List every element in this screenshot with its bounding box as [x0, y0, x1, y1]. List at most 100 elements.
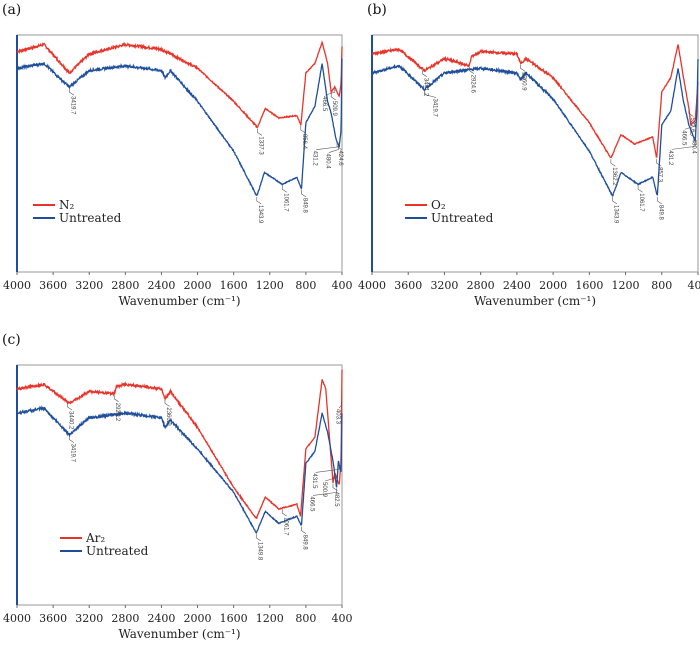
x-tick-label: 1200	[256, 612, 284, 625]
x-tick-label: 3200	[75, 612, 103, 625]
series-line-untreated	[16, 404, 343, 534]
peak-label: 431.2	[667, 150, 673, 166]
x-tick-label: 1600	[575, 279, 603, 292]
peak-label: 431.2	[312, 151, 318, 167]
peak-marker	[301, 189, 307, 198]
peak-label: 1337.3	[257, 136, 263, 155]
x-tick-label: 800	[295, 612, 316, 625]
panel-label: (b)	[367, 2, 387, 18]
x-tick-label: 4000	[3, 612, 31, 625]
x-tick-label: 1600	[220, 279, 248, 292]
peak-marker	[612, 197, 618, 205]
series-line-treated	[371, 44, 699, 159]
x-tick-label: 4000	[358, 279, 386, 292]
legend-label: Untreated	[431, 211, 494, 225]
panel-label: (a)	[2, 2, 21, 18]
peak-label: 1061.7	[282, 517, 288, 536]
x-tick-label: 2800	[111, 612, 139, 625]
legend-label: Untreated	[86, 544, 149, 558]
x-tick-label: 1200	[612, 279, 640, 292]
x-tick-label: 2800	[467, 279, 495, 292]
x-tick-label: 2400	[503, 279, 531, 292]
peak-label: 3440.2	[68, 411, 74, 430]
chart-panel-b: (b) 4000 3600 3200 2800 2400 2000 1600 1200 800 40…	[358, 2, 700, 308]
x-tick-label: 3600	[394, 279, 422, 292]
peak-label: 1349.8	[256, 542, 262, 561]
x-tick-label: 2000	[184, 279, 212, 292]
x-tick-label: 3200	[430, 279, 458, 292]
x-tick-label: 1200	[256, 279, 284, 292]
x-tick-label: 3200	[75, 279, 103, 292]
x-tick-label: 2400	[147, 612, 175, 625]
peak-label: 2360.9	[165, 407, 171, 426]
peak-marker	[637, 185, 643, 193]
peak-label: 3419.7	[432, 98, 438, 117]
peak-label: 3441.2	[423, 78, 429, 97]
peak-marker	[315, 465, 340, 473]
series-line-untreated	[371, 59, 699, 197]
peak-marker	[113, 394, 119, 403]
legend-label: Untreated	[59, 211, 122, 225]
peak-marker	[656, 196, 662, 205]
x-tick-label: 3600	[39, 612, 67, 625]
panel-label: (c)	[2, 332, 21, 348]
peak-marker	[67, 403, 73, 411]
peak-label: 849.8	[301, 535, 307, 551]
peak-label: 1061.7	[282, 193, 288, 212]
plot-frame	[371, 34, 699, 273]
series-line-untreated	[16, 58, 343, 197]
x-tick-label: 800	[295, 279, 316, 292]
peak-marker	[69, 88, 75, 96]
peak-label: 849.8	[657, 205, 663, 221]
chart-panel-a: (a) 4000 3600 3200 2800 2400 2000 1600 1200 800 40…	[2, 2, 353, 308]
x-axis-label: Wavenumber (cm⁻¹)	[118, 294, 240, 308]
peak-marker	[610, 159, 616, 167]
x-tick-label: 400	[332, 279, 353, 292]
peak-label: 1061.7	[638, 193, 644, 212]
peak-label: 849.8	[301, 198, 307, 214]
peak-label: 1362.2	[611, 167, 617, 186]
peak-marker	[336, 142, 342, 150]
peak-label: 466.5	[309, 496, 315, 512]
series-line-treated	[16, 40, 343, 129]
peak-marker	[656, 159, 662, 167]
peak-marker	[422, 69, 428, 78]
peak-marker	[469, 66, 475, 74]
peak-label: 2924.6	[469, 75, 475, 94]
x-tick-label: 2800	[111, 279, 139, 292]
peak-label: 480.4	[324, 154, 330, 170]
peak-label: 3419.7	[69, 444, 75, 463]
chart-panel-c: (c) 4000 3600 3200 2800 2400 2000 1600 1200 800 40…	[2, 332, 353, 641]
x-tick-label: 400	[688, 279, 700, 292]
peak-marker	[255, 533, 261, 542]
legend-label: Ar₂	[85, 531, 105, 545]
peak-marker	[300, 125, 306, 134]
x-tick-label: 4000	[3, 279, 31, 292]
peak-label: 466.5	[321, 96, 327, 112]
peak-marker	[316, 142, 341, 150]
peak-marker	[164, 399, 170, 407]
peak-marker	[256, 197, 262, 205]
peak-label: 527.6	[689, 117, 695, 133]
peak-label: 509.9	[331, 101, 337, 117]
peak-label: 403.3	[335, 409, 341, 425]
peak-marker	[330, 92, 336, 101]
peak-marker	[281, 185, 287, 193]
peak-marker	[325, 474, 336, 482]
legend-label: O₂	[431, 198, 446, 212]
x-tick-label: 2000	[539, 279, 567, 292]
peak-marker	[325, 88, 336, 96]
peak-marker	[313, 488, 337, 496]
peak-marker	[688, 109, 694, 117]
x-tick-label: 400	[332, 612, 353, 625]
legend-label: N₂	[59, 198, 75, 212]
peak-label: 2923.2	[114, 403, 120, 422]
x-axis-label: Wavenumber (cm⁻¹)	[118, 627, 240, 641]
peak-marker	[281, 509, 287, 517]
peak-marker	[690, 130, 696, 138]
peak-label: 431.5	[311, 473, 317, 489]
x-tick-label: 2000	[184, 612, 212, 625]
